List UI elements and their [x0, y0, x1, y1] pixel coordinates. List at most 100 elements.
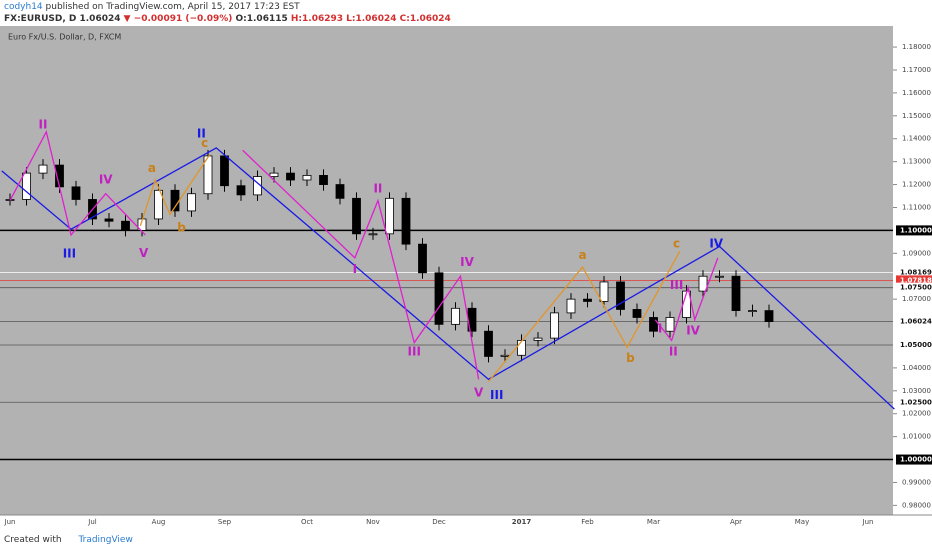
level-label: 1.08169	[900, 268, 932, 276]
candle	[731, 275, 741, 312]
candle	[665, 317, 675, 332]
ohlc: O:1.06115	[235, 14, 288, 24]
level-label-bg	[896, 275, 932, 286]
candle	[649, 317, 658, 332]
y-tick-label: 1.09000	[902, 249, 931, 257]
x-tick-label: Jun	[4, 518, 16, 526]
y-tick-label: 1.03000	[902, 387, 931, 395]
candle	[698, 275, 708, 292]
x-tick-label: Sep	[218, 518, 232, 526]
candle	[401, 197, 411, 245]
wave-label: I	[353, 262, 357, 276]
level-label-bg	[896, 225, 932, 236]
price: 1.06024	[79, 14, 121, 24]
candle	[368, 233, 378, 236]
wave-label: c	[201, 136, 208, 150]
x-tick-label: Nov	[366, 518, 380, 526]
y-tick-label: 1.04000	[902, 364, 931, 372]
x-tick-label: Feb	[581, 518, 594, 526]
y-tick-label: 1.11000	[902, 203, 931, 211]
wave-line	[242, 149, 480, 380]
brand[interactable]: TradingView	[78, 535, 133, 545]
y-tick-label: 1.01000	[902, 433, 931, 441]
published: published on TradingView.com, April 15, …	[45, 2, 300, 12]
chart-title: Euro Fx/U.S. Dollar, D, FXCM	[8, 33, 121, 42]
x-tick-label: Jul	[87, 518, 97, 526]
y-tick-label: 1.15000	[902, 112, 931, 120]
wave-label: II	[373, 182, 382, 196]
created: Created with	[4, 535, 62, 545]
wave-label: II	[669, 344, 678, 358]
wave-label: III	[408, 344, 421, 358]
candle	[715, 275, 724, 278]
level-label: 1.02500	[900, 398, 932, 406]
chart: Euro Fx/U.S. Dollar, D, FXCM 1.18000 1.17…	[0, 26, 932, 526]
footer: Created with TradingView	[4, 535, 133, 545]
author[interactable]: codyh14	[4, 2, 43, 12]
ohlc: L:1.06024	[346, 14, 397, 24]
publish-line: codyh14 published on TradingView.com, Ap…	[4, 2, 300, 12]
x-tick-label: May	[795, 518, 809, 526]
candle	[500, 354, 510, 357]
y-tick-label: 0.99000	[902, 478, 931, 486]
level-label-bg	[896, 316, 932, 327]
candle	[22, 172, 31, 200]
wave-label: a	[148, 161, 156, 175]
wave-label: II	[197, 127, 206, 141]
candle	[484, 330, 493, 357]
y-tick-label: 1.18000	[902, 43, 931, 51]
candle	[434, 272, 444, 325]
level-label: 1.07818	[900, 276, 932, 284]
wave-line	[139, 154, 211, 227]
candle	[203, 155, 213, 195]
x-tick-label: Jun	[862, 518, 874, 526]
y-tick-label: 0.98000	[902, 501, 931, 509]
level-label: 1.06024	[900, 318, 932, 326]
candle	[418, 243, 427, 274]
candle	[154, 189, 163, 220]
wave-label: IV	[460, 255, 474, 269]
candle	[38, 164, 48, 174]
y-tick-label: 1.07000	[902, 295, 931, 303]
x-tick-label: Aug	[152, 518, 166, 526]
plot-bg	[0, 26, 893, 515]
candle	[583, 298, 592, 302]
y-tick-label: 1.12000	[902, 181, 931, 189]
level-label-bg	[896, 339, 932, 350]
candle	[269, 172, 279, 177]
x-tick-label: Dec	[432, 518, 446, 526]
wave-label: IV	[99, 172, 113, 186]
wave-label: III	[490, 388, 503, 402]
wave-label: IV	[686, 324, 700, 338]
wave-label: V	[139, 246, 149, 260]
candle	[748, 310, 757, 313]
candle	[533, 337, 543, 341]
candle	[220, 155, 229, 187]
candle	[335, 184, 345, 199]
wave-label: I	[658, 321, 662, 335]
ohlc: H:1.06293	[290, 14, 344, 24]
wave-label: III	[63, 247, 76, 261]
y-tick-label: 1.17000	[902, 66, 931, 74]
wave-line	[9, 130, 146, 237]
level-label-bg	[896, 267, 932, 278]
candle	[764, 310, 774, 322]
candle	[236, 185, 246, 196]
candle	[319, 175, 328, 185]
candle	[352, 197, 361, 235]
candle	[451, 307, 460, 325]
wave-label: b	[177, 221, 186, 235]
candle	[550, 312, 559, 339]
wave-label: II	[39, 117, 48, 131]
symbol: FX:EURUSD, D	[4, 14, 77, 24]
wave-line	[654, 257, 719, 342]
wave-label: a	[578, 248, 586, 262]
level-label: 1.10000	[900, 226, 932, 234]
wave-label: III	[670, 278, 683, 292]
wave-label: V	[474, 386, 484, 400]
x-tick-label: 2017	[512, 518, 532, 526]
candle	[566, 298, 576, 314]
candle	[632, 309, 642, 318]
x-tick-label: Oct	[301, 518, 313, 526]
